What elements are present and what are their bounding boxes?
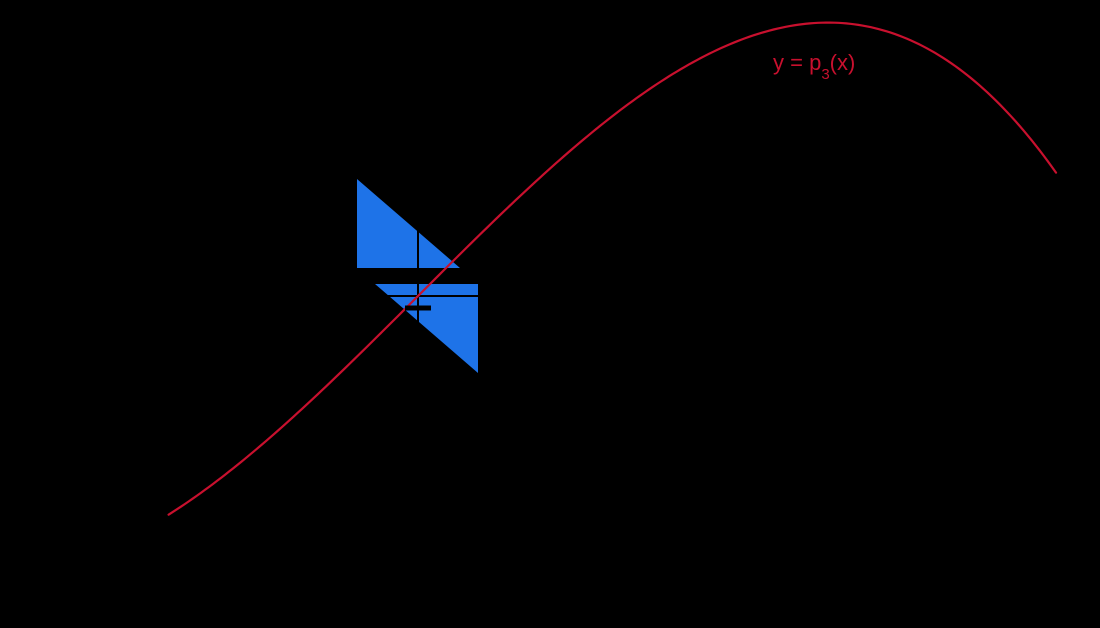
bolt-lower-triangle	[375, 284, 478, 373]
bolt-upper-triangle	[357, 179, 460, 268]
p3-curve	[169, 23, 1056, 515]
p3-curve-label: y = p3(x)	[773, 50, 855, 83]
